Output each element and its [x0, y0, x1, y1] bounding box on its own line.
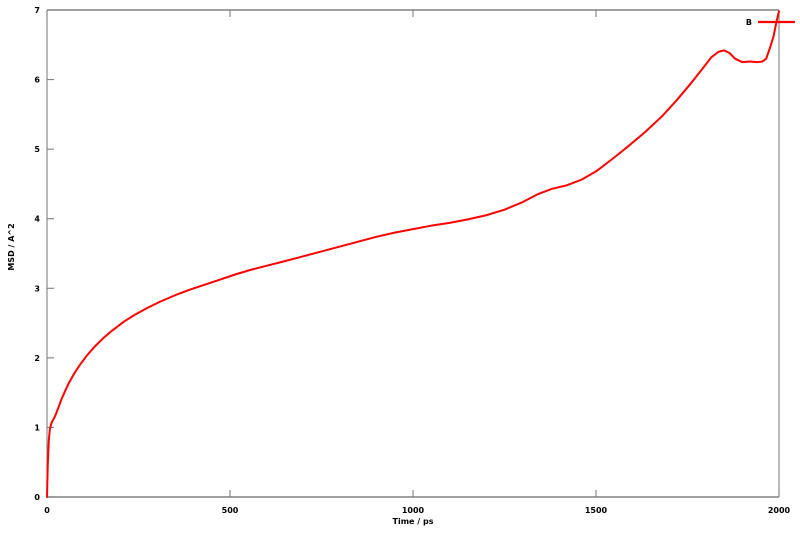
- y-axis-title: MSD / A^2: [7, 223, 16, 270]
- series-line-B: [46, 10, 780, 498]
- y-tick-label: 5: [34, 145, 40, 154]
- y-tick-label: 0: [34, 493, 40, 502]
- x-axis-title: Time / ps: [393, 517, 434, 526]
- data-series-group: [46, 10, 780, 498]
- x-tick-label: 2000: [768, 506, 791, 515]
- x-tick-label: 0: [44, 506, 50, 515]
- y-axis-ticks: 0 1 2 3 4 5 6 7: [34, 6, 54, 502]
- y-tick-label: 3: [34, 284, 40, 293]
- y-tick-label: 4: [34, 215, 40, 224]
- y-tick-label: 7: [34, 6, 40, 15]
- x-tick-label: 500: [222, 506, 239, 515]
- y-tick-label: 6: [34, 76, 40, 85]
- y-tick-label: 2: [34, 354, 40, 363]
- legend-label-B: B: [746, 18, 752, 27]
- chart-legend: B: [746, 18, 795, 27]
- x-axis-ticks: 0 500 1000 1500 2000: [44, 10, 791, 515]
- y-tick-label: 1: [34, 423, 40, 432]
- x-tick-label: 1500: [585, 506, 608, 515]
- x-tick-label: 1000: [402, 506, 425, 515]
